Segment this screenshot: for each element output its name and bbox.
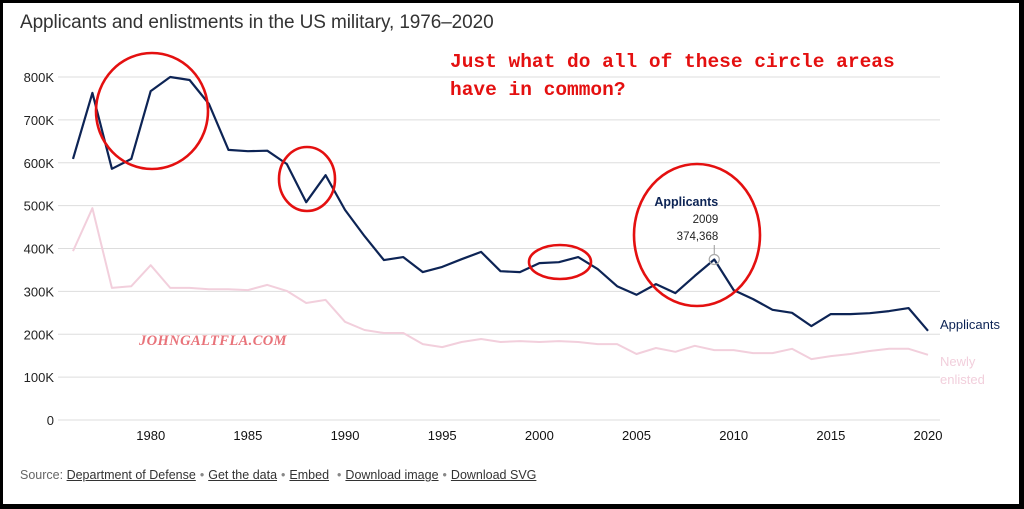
tooltip: Applicants 2009 374,368 [654, 195, 720, 266]
tooltip-year: 2009 [693, 214, 719, 226]
annotation-circle-2 [277, 145, 337, 213]
chart-title: Applicants and enlistments in the US mil… [20, 12, 494, 33]
gridlines [58, 76, 940, 421]
annotation-circle-1 [94, 51, 210, 171]
link-department-of-defense[interactable]: Department of Defense [66, 468, 196, 482]
source-label: Source: [20, 468, 64, 482]
tooltip-value: 374,368 [677, 231, 719, 243]
watermark: JOHNGALTFLA.COM [139, 333, 287, 349]
link-download-image[interactable]: Download image [345, 468, 439, 482]
y-tick-label: 700K [24, 113, 55, 128]
x-tick-label: 2010 [719, 428, 748, 443]
highlight-point [708, 253, 720, 266]
x-tick-label: 2005 [622, 428, 651, 443]
y-tick-label: 200K [24, 327, 55, 342]
link-get-the-data[interactable]: Get the data [208, 468, 278, 482]
annotation-circle-4 [632, 162, 762, 308]
y-tick-label: 0 [47, 413, 54, 428]
newly-enlisted-series-label: Newly [940, 354, 976, 369]
y-axis-ticks: 0 100K 200K 300K 400K 500K 600K 700K 800K [24, 70, 55, 428]
y-tick-label: 600K [24, 156, 55, 171]
y-tick-label: 400K [24, 242, 55, 257]
annotation-note: Just what do all of these circle areas h… [450, 51, 895, 101]
footer: Source: Department of Defense • Get the da… [20, 468, 536, 482]
x-tick-label: 1985 [233, 428, 262, 443]
y-tick-label: 300K [24, 284, 55, 299]
x-tick-label: 1995 [428, 428, 457, 443]
separator-dot: • [281, 468, 286, 482]
x-axis-ticks: 1980 1985 1990 1995 2000 2005 2010 2015 2020 [136, 428, 942, 443]
x-tick-label: 1990 [331, 428, 360, 443]
applicants-series-label: Applicants [940, 317, 1000, 332]
link-download-svg[interactable]: Download SVG [450, 468, 537, 482]
link-embed[interactable]: Embed [289, 468, 330, 482]
series-lines [71, 75, 929, 361]
x-tick-label: 2020 [914, 428, 943, 443]
annotation-circles [94, 51, 762, 308]
x-tick-label: 2015 [816, 428, 845, 443]
x-tick-label: 2000 [525, 428, 554, 443]
y-tick-label: 100K [24, 370, 55, 385]
x-tick-label: 1980 [136, 428, 165, 443]
separator-dot: • [337, 468, 342, 482]
separator-dot: • [199, 468, 205, 482]
newly-enlisted-line [72, 207, 929, 361]
applicants-line [71, 75, 929, 332]
y-tick-label: 800K [24, 70, 55, 85]
series-labels: Applicants Newly enlisted [940, 317, 1000, 387]
y-tick-label: 500K [24, 199, 55, 214]
separator-dot: • [442, 468, 447, 482]
annotation-circle-3 [527, 243, 593, 281]
newly-enlisted-series-label: enlisted [940, 372, 985, 387]
tooltip-series-name: Applicants [654, 195, 718, 209]
